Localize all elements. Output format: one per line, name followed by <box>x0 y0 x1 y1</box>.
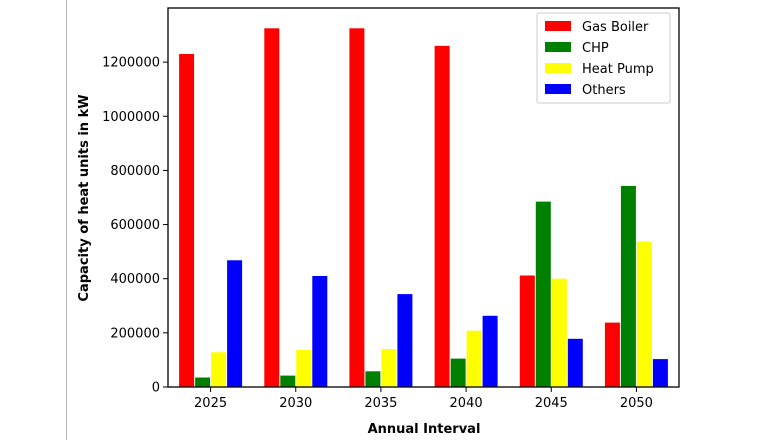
bar-gas-boiler-2050 <box>604 322 620 387</box>
bar-gas-boiler-2030 <box>264 28 280 388</box>
legend-label-others: Others <box>582 83 626 98</box>
bar-chp-2025 <box>195 377 211 387</box>
y-axis-ticks: 0 200000 400000 600000 800000 1000000 1200000 <box>102 56 168 396</box>
bar-gas-boiler-2040 <box>434 45 450 388</box>
bar-chp-2035 <box>365 371 381 387</box>
bar-heat-pump-2025 <box>211 352 227 387</box>
y-axis-title: Capacity of heat units in kW <box>77 94 92 301</box>
legend-swatch-heat-pump <box>545 63 571 73</box>
x-tick-label: 2045 <box>535 396 568 411</box>
x-tick-label: 2025 <box>194 396 227 411</box>
y-tick-label: 800000 <box>110 164 160 179</box>
legend-swatch-chp <box>545 42 571 52</box>
legend-label-chp: CHP <box>582 41 609 56</box>
bar-others-2050 <box>652 359 668 387</box>
bar-gas-boiler-2035 <box>349 28 365 388</box>
x-axis-title: Annual Interval <box>368 422 481 437</box>
legend-label-gas-boiler: Gas Boiler <box>582 20 649 35</box>
legend-label-heat-pump: Heat Pump <box>582 62 654 77</box>
left-edge-divider <box>66 0 67 440</box>
legend-swatch-others <box>545 84 571 94</box>
y-tick-label: 400000 <box>110 272 160 287</box>
bar-others-2035 <box>397 294 413 387</box>
bar-heat-pump-2040 <box>466 330 482 387</box>
plot-frame <box>167 7 680 388</box>
y-tick-label: 0 <box>152 381 160 396</box>
legend-swatch-gas-boiler <box>545 21 571 31</box>
bar-gas-boiler-2025 <box>179 54 195 387</box>
bar-chp-2045 <box>535 201 551 387</box>
bar-gas-boiler-2045 <box>519 275 535 387</box>
bar-others-2045 <box>567 338 583 387</box>
y-tick-label: 600000 <box>110 218 160 233</box>
bar-heat-pump-2035 <box>381 349 397 387</box>
bar-others-2040 <box>482 315 498 387</box>
x-tick-label: 2040 <box>450 396 483 411</box>
bar-heat-pump-2050 <box>636 241 652 387</box>
bar-chp-2050 <box>620 185 636 387</box>
x-axis-ticks: 2025 2030 2035 2040 2045 2050 <box>194 387 653 411</box>
bar-others-2025 <box>227 260 243 387</box>
legend: Gas Boiler CHP Heat Pump Others <box>536 12 671 104</box>
x-tick-label: 2035 <box>364 396 397 411</box>
bar-heat-pump-2045 <box>551 278 567 387</box>
bar-heat-pump-2030 <box>296 349 312 387</box>
bar-chp-2040 <box>450 358 466 387</box>
bar-chp-2030 <box>280 375 296 387</box>
bar-others-2030 <box>312 276 328 387</box>
y-tick-label: 1000000 <box>102 110 160 125</box>
x-tick-label: 2030 <box>279 396 312 411</box>
y-tick-label: 1200000 <box>102 56 160 71</box>
y-tick-label: 200000 <box>110 326 160 341</box>
bars-group <box>179 28 668 388</box>
legend-box <box>536 12 671 104</box>
x-tick-label: 2050 <box>620 396 653 411</box>
